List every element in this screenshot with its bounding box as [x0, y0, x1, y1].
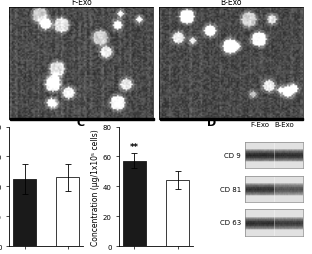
Text: D: D — [207, 117, 217, 128]
Bar — [160, 119, 303, 120]
Text: F-Exo: F-Exo — [251, 121, 270, 127]
Text: B-Exo: B-Exo — [275, 121, 294, 127]
Bar — [56, 178, 79, 246]
Title: B-Exo: B-Exo — [220, 0, 241, 7]
Text: C: C — [77, 117, 85, 128]
Bar — [13, 179, 36, 246]
Text: CD 63: CD 63 — [220, 219, 241, 226]
Text: CD 81: CD 81 — [220, 186, 241, 192]
Text: **: ** — [130, 142, 139, 151]
Bar — [10, 119, 154, 120]
Bar — [123, 161, 146, 246]
Bar — [166, 181, 189, 246]
Text: CD 9: CD 9 — [224, 153, 241, 159]
Title: F-Exo: F-Exo — [71, 0, 92, 7]
Y-axis label: Concentration (μg/1x10⁵ cells): Concentration (μg/1x10⁵ cells) — [91, 129, 100, 245]
